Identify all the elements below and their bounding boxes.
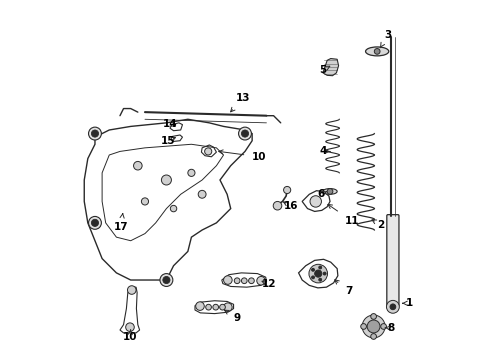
Text: 4: 4 xyxy=(320,147,330,157)
Circle shape xyxy=(89,216,101,229)
Text: 3: 3 xyxy=(380,30,392,48)
Circle shape xyxy=(126,323,134,332)
Circle shape xyxy=(284,186,291,194)
Circle shape xyxy=(92,130,98,137)
Circle shape xyxy=(223,276,232,284)
Circle shape xyxy=(134,161,142,170)
Circle shape xyxy=(163,276,170,284)
Circle shape xyxy=(273,202,282,210)
Circle shape xyxy=(188,169,195,176)
Circle shape xyxy=(205,148,212,155)
Circle shape xyxy=(312,276,315,279)
Text: 10: 10 xyxy=(122,329,137,342)
Circle shape xyxy=(323,272,326,275)
Polygon shape xyxy=(323,59,339,76)
Text: 11: 11 xyxy=(328,204,360,226)
Ellipse shape xyxy=(366,47,389,56)
Circle shape xyxy=(390,304,396,310)
Circle shape xyxy=(206,304,211,310)
Circle shape xyxy=(381,324,387,329)
Text: 15: 15 xyxy=(161,136,175,146)
Circle shape xyxy=(213,304,219,310)
Text: 9: 9 xyxy=(224,310,241,323)
Circle shape xyxy=(142,198,148,205)
Circle shape xyxy=(361,324,367,329)
Circle shape xyxy=(198,190,206,198)
Circle shape xyxy=(309,264,327,283)
FancyBboxPatch shape xyxy=(387,215,399,306)
Ellipse shape xyxy=(323,189,337,194)
Circle shape xyxy=(319,266,321,269)
Text: 12: 12 xyxy=(261,279,276,289)
Circle shape xyxy=(160,274,173,287)
Circle shape xyxy=(248,278,254,284)
Circle shape xyxy=(319,278,321,281)
Circle shape xyxy=(315,270,322,277)
Text: 14: 14 xyxy=(163,118,177,129)
Circle shape xyxy=(310,196,321,207)
Text: 7: 7 xyxy=(335,280,352,296)
Circle shape xyxy=(171,205,177,212)
Circle shape xyxy=(327,189,333,194)
Circle shape xyxy=(242,130,248,137)
Circle shape xyxy=(362,315,385,338)
Text: 5: 5 xyxy=(319,65,330,75)
Circle shape xyxy=(196,302,204,310)
Circle shape xyxy=(127,286,136,294)
Circle shape xyxy=(312,269,315,271)
Text: 13: 13 xyxy=(231,93,250,112)
Text: 10: 10 xyxy=(219,150,267,162)
Text: 1: 1 xyxy=(403,298,413,308)
Text: 2: 2 xyxy=(372,220,384,230)
Circle shape xyxy=(387,300,399,313)
Circle shape xyxy=(371,334,376,339)
Circle shape xyxy=(223,303,232,311)
Circle shape xyxy=(161,175,172,185)
Text: 16: 16 xyxy=(284,201,298,211)
Circle shape xyxy=(242,278,247,284)
Circle shape xyxy=(89,127,101,140)
Circle shape xyxy=(367,320,380,333)
Circle shape xyxy=(257,276,266,285)
Circle shape xyxy=(220,304,225,310)
Text: 8: 8 xyxy=(385,323,395,333)
Circle shape xyxy=(239,127,251,140)
Text: 6: 6 xyxy=(318,189,327,199)
Text: 17: 17 xyxy=(113,213,128,232)
Circle shape xyxy=(374,49,380,54)
Circle shape xyxy=(371,314,376,319)
Circle shape xyxy=(92,219,98,226)
Circle shape xyxy=(234,278,240,284)
